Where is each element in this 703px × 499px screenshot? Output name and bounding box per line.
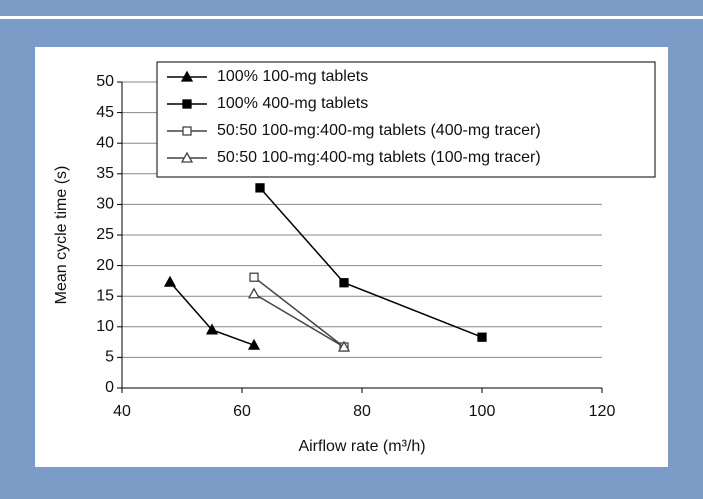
marker bbox=[180, 151, 194, 163]
marker bbox=[247, 338, 261, 350]
legend-box bbox=[156, 61, 656, 178]
marker bbox=[477, 332, 487, 342]
legend-label: 50:50 100-mg:400-mg tablets (100-mg trac… bbox=[217, 149, 541, 166]
y-tick-label: 35 bbox=[96, 165, 114, 182]
y-tick-label: 40 bbox=[96, 134, 114, 151]
marker bbox=[255, 183, 265, 193]
x-tick-label: 80 bbox=[353, 403, 371, 420]
marker bbox=[205, 323, 219, 335]
x-tick-label: 60 bbox=[233, 403, 251, 420]
x-tick-label: 40 bbox=[113, 403, 131, 420]
legend-label: 100% 100-mg tablets bbox=[217, 68, 368, 85]
y-tick-label: 30 bbox=[96, 196, 114, 213]
y-tick-label: 45 bbox=[96, 104, 114, 121]
y-tick-label: 20 bbox=[96, 257, 114, 274]
x-axis-label: Airflow rate (m³/h) bbox=[298, 438, 425, 455]
marker bbox=[163, 275, 177, 287]
x-tick-label: 100 bbox=[469, 403, 496, 420]
marker bbox=[247, 287, 261, 299]
marker bbox=[182, 99, 192, 109]
y-tick-label: 25 bbox=[96, 226, 114, 243]
top-rule bbox=[0, 16, 703, 19]
y-axis-label: Mean cycle time (s) bbox=[53, 166, 70, 305]
y-tick-label: 0 bbox=[105, 379, 114, 396]
y-tick-label: 5 bbox=[105, 349, 114, 366]
y-tick-label: 15 bbox=[96, 287, 114, 304]
marker bbox=[337, 340, 351, 352]
series-line bbox=[253, 276, 345, 348]
marker bbox=[339, 278, 349, 288]
y-tick-label: 50 bbox=[96, 73, 114, 90]
legend-label: 50:50 100-mg:400-mg tablets (400-mg trac… bbox=[217, 122, 541, 139]
x-tick-label: 120 bbox=[589, 403, 616, 420]
series-line bbox=[253, 293, 345, 348]
marker bbox=[180, 70, 194, 82]
marker bbox=[249, 272, 259, 282]
legend-label: 100% 400-mg tablets bbox=[217, 95, 368, 112]
y-tick-label: 10 bbox=[96, 318, 114, 335]
marker bbox=[182, 126, 192, 136]
